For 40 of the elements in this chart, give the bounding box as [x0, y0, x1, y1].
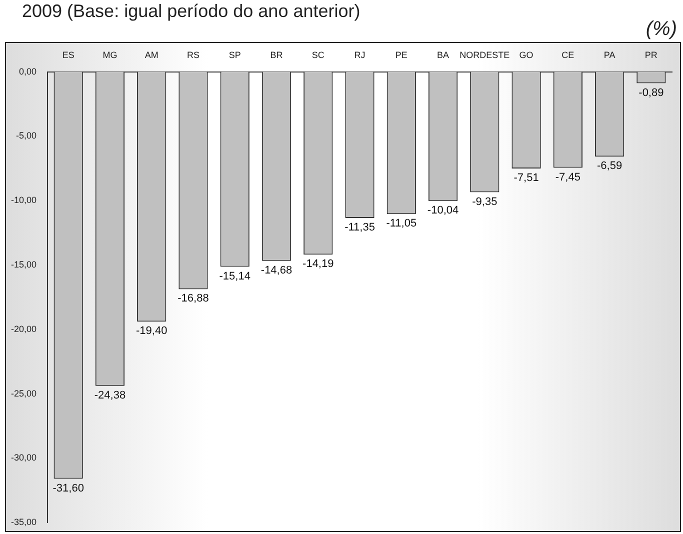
x-tick-label: NORDESTE — [460, 50, 510, 60]
x-tick-label: ES — [62, 50, 74, 60]
y-tick-label: 0,00 — [18, 66, 37, 76]
data-label: -7,45 — [555, 171, 580, 184]
x-tick-label: RJ — [354, 50, 366, 60]
y-tick-label: -5,00 — [16, 130, 37, 141]
y-tick-label: -20,00 — [10, 324, 37, 334]
data-label: -0,89 — [638, 86, 664, 99]
x-tick-label: BR — [270, 50, 284, 60]
y-tick-label: -15,00 — [10, 259, 37, 270]
y-tick-label: -25,00 — [10, 388, 37, 398]
data-label: -9,35 — [472, 196, 498, 208]
data-label: -16,88 — [178, 292, 209, 305]
x-tick-label: CE — [562, 50, 574, 60]
data-label: -31,60 — [52, 482, 84, 494]
x-tick-label: MG — [102, 50, 118, 60]
x-tick-label: PA — [604, 50, 616, 60]
data-label: -15,14 — [219, 270, 250, 282]
x-tick-label: GO — [519, 50, 534, 60]
y-tick-label: -35,00 — [10, 517, 37, 528]
y-axis-title: (%) — [646, 18, 677, 41]
data-label: -14,68 — [260, 264, 292, 276]
data-label: -19,40 — [136, 325, 168, 338]
x-tick-label: SP — [228, 50, 241, 60]
x-tick-label: BA — [437, 50, 450, 60]
y-tick-label: -10,00 — [10, 195, 37, 206]
data-label: -11,35 — [344, 222, 375, 234]
data-label: -24,38 — [94, 389, 126, 402]
x-tick-label: PR — [644, 50, 658, 60]
x-tick-label: PE — [395, 50, 408, 60]
data-label: -11,05 — [386, 218, 417, 230]
data-label: -7,51 — [514, 172, 539, 184]
x-tick-label: RS — [186, 50, 200, 60]
chart-title: 2009 (Base: igual período do ano anterior) — [22, 1, 360, 22]
y-tick-label: -30,00 — [10, 452, 37, 463]
data-label: -10,04 — [427, 204, 459, 217]
x-tick-label: SC — [312, 50, 325, 60]
data-label: -6,59 — [597, 160, 622, 172]
data-label: -14,19 — [302, 258, 334, 270]
x-tick-label: AM — [144, 50, 158, 60]
